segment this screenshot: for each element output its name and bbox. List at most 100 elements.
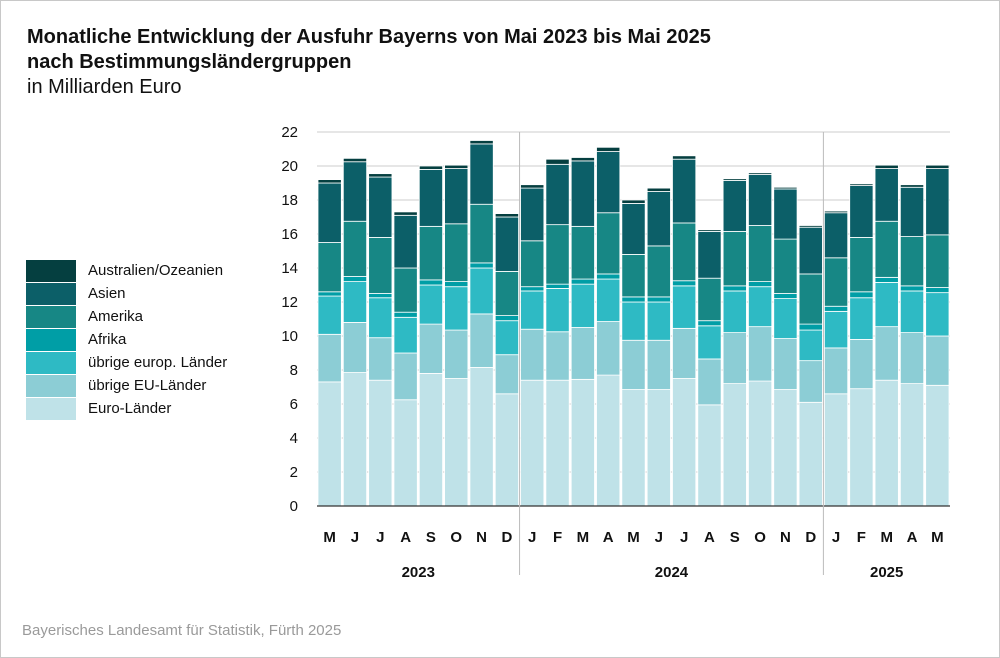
bar-segment (621, 199, 646, 204)
legend-swatch (26, 397, 76, 420)
bar-segment (368, 297, 393, 339)
x-tick-label: O (754, 529, 766, 546)
bar-segment (570, 278, 595, 285)
bar-segment (393, 352, 418, 401)
bar-segment (444, 223, 469, 283)
bar-segment (545, 379, 570, 507)
bar-segment (849, 236, 874, 293)
bar-segment (596, 146, 621, 152)
bar-segment (646, 296, 671, 303)
bar-segment (469, 140, 494, 145)
bar-segment (342, 220, 368, 277)
bar-segment (520, 290, 545, 330)
title-line-1: Monatliche Entwicklung der Ausfuhr Bayer… (27, 26, 711, 48)
bar-segment (773, 238, 798, 294)
y-tick-label: 12 (281, 294, 298, 311)
bar-segment (418, 225, 443, 281)
bar-segment (798, 329, 823, 362)
legend-label: Asien (88, 285, 126, 302)
bar-segment (368, 337, 393, 381)
x-tick-label: A (400, 529, 411, 546)
bar-segment (925, 384, 950, 507)
bar-segment (899, 236, 925, 287)
bar-segment (824, 310, 849, 349)
bar-segment (798, 323, 823, 331)
bar-segment (697, 404, 722, 507)
legend-label: Amerika (88, 308, 144, 325)
bar-segment (596, 374, 621, 507)
bar-segment (925, 234, 950, 288)
bar-segment (545, 283, 570, 289)
bar-segment (849, 185, 874, 238)
bar-segment (368, 379, 393, 507)
bar-segment (418, 168, 443, 227)
bar-segment (418, 372, 443, 507)
bar-segment (520, 184, 545, 189)
chart-subtitle: in Milliarden Euro (27, 76, 182, 98)
chart-title: Monatliche Entwicklung der Ausfuhr Bayer… (27, 25, 927, 75)
bar-segment (469, 267, 494, 315)
bar-segment (773, 389, 798, 507)
bar-segment (342, 321, 368, 373)
legend-swatch (26, 282, 76, 305)
bar-segment (596, 273, 621, 280)
title-line-2: nach Bestimmungsländergruppen (27, 51, 352, 73)
y-tick-label: 6 (290, 396, 298, 413)
bar-segment (672, 222, 697, 282)
bar-segment (621, 339, 646, 390)
bar-segment (722, 178, 747, 181)
legend-item: Afrika (26, 328, 227, 351)
bar-segment (824, 212, 849, 259)
y-tick-label: 0 (290, 498, 298, 515)
year-label: 2024 (655, 564, 689, 581)
bar-segment (596, 321, 621, 376)
bar-segment (672, 155, 697, 160)
bar-segment (874, 220, 899, 278)
x-tick-label: M (931, 529, 944, 546)
bar-segment (621, 389, 646, 507)
bar-segment (646, 191, 671, 247)
bar-segment (418, 279, 443, 286)
x-tick-label: M (627, 529, 640, 546)
legend-label: übrige EU-Länder (88, 377, 207, 394)
bar-segment (317, 179, 342, 184)
bar-segment (697, 231, 722, 279)
bar-segment (646, 339, 671, 390)
bar-segment (874, 168, 899, 222)
bar-segment (874, 282, 899, 328)
bar-segment (418, 323, 443, 374)
legend-label: Afrika (88, 331, 127, 348)
bar-segment (570, 157, 595, 162)
legend-item: übrige europ. Länder (26, 351, 227, 374)
bar-segment (494, 393, 519, 507)
bar-segment (469, 313, 494, 368)
x-tick-label: J (655, 529, 663, 546)
bar-segment (773, 293, 798, 299)
y-tick-label: 2 (290, 464, 298, 481)
legend-swatch (26, 259, 76, 282)
y-tick-label: 10 (281, 328, 298, 345)
bar-segment (748, 380, 773, 507)
y-tick-label: 14 (281, 260, 298, 277)
bar-segment (874, 164, 899, 169)
x-tick-label: J (680, 529, 688, 546)
legend-label: Euro-Länder (88, 400, 172, 417)
x-tick-label: M (323, 529, 336, 546)
bar-segment (444, 378, 469, 507)
bar-segment (722, 290, 747, 334)
x-tick-label: M (577, 529, 590, 546)
bar-segment (748, 174, 773, 226)
bar-segment (317, 381, 342, 507)
year-label: 2025 (870, 564, 903, 581)
x-tick-label: N (780, 529, 791, 546)
bar-segment (545, 163, 570, 226)
source-note: Bayerisches Landesamt für Statistik, Für… (22, 622, 342, 639)
bar-segment (545, 287, 570, 333)
y-tick-label: 18 (281, 192, 298, 209)
bar-segment (621, 202, 646, 255)
bar-segment (368, 293, 393, 299)
bar-segment (545, 158, 570, 165)
bar-segment (697, 277, 722, 322)
x-tick-label: D (805, 529, 816, 546)
